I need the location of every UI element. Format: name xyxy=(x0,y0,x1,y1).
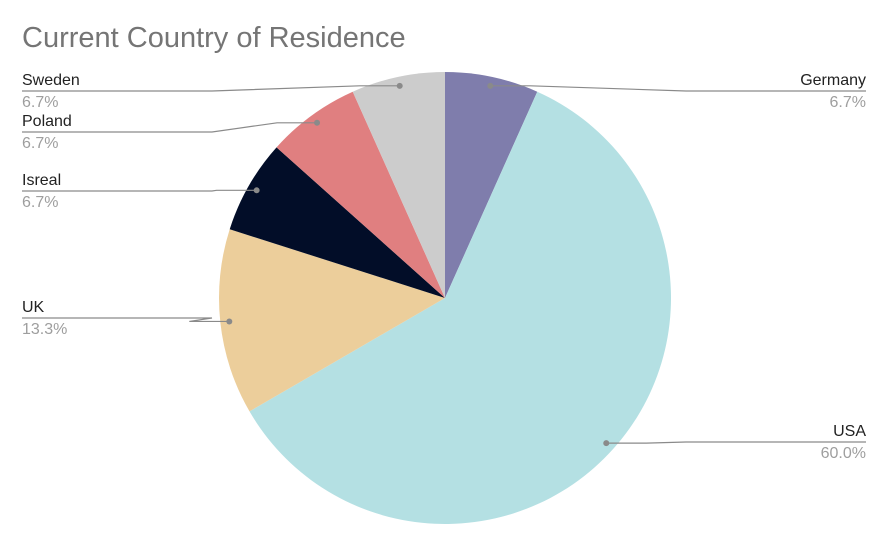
leader-line-poland xyxy=(22,122,318,133)
leader-line-usa xyxy=(606,441,866,444)
leader-dot-sweden xyxy=(396,82,403,89)
pie-labels: Germany 6.7% USA 60.0% UK 13.3% Isreal 6.7% Pola… xyxy=(22,72,866,462)
slice-value-germany: 6.7% xyxy=(830,94,866,111)
pie-slice-uk xyxy=(218,229,445,412)
chart-title: Current Country of Residence xyxy=(22,22,406,54)
slice-label-poland: Poland xyxy=(22,113,72,130)
pie-slice-usa xyxy=(249,91,672,524)
pie-slice-germany xyxy=(445,72,538,298)
pie-slice-sweden xyxy=(352,72,445,298)
pie-slice-poland xyxy=(276,91,445,298)
pie-slice-isreal xyxy=(229,147,445,298)
leader-dot-poland xyxy=(314,119,321,126)
leader-dot-isreal xyxy=(253,187,260,194)
slice-label-germany: Germany xyxy=(800,72,866,89)
slice-value-usa: 60.0% xyxy=(821,445,866,462)
leader-line-germany xyxy=(490,85,866,92)
leader-line-sweden xyxy=(22,85,400,92)
leader-dot-usa xyxy=(603,440,610,447)
slice-value-isreal: 6.7% xyxy=(22,194,58,211)
leader-line-isreal xyxy=(22,189,257,192)
slice-value-uk: 13.3% xyxy=(22,321,67,338)
slice-label-isreal: Isreal xyxy=(22,172,61,189)
slice-value-sweden: 6.7% xyxy=(22,94,58,111)
leader-line-uk xyxy=(22,317,230,323)
slice-label-sweden: Sweden xyxy=(22,72,80,89)
slice-value-poland: 6.7% xyxy=(22,135,58,152)
pie-slices xyxy=(218,72,672,524)
slice-label-uk: UK xyxy=(22,299,45,316)
leader-dot-uk xyxy=(226,318,233,325)
leader-dot-germany xyxy=(487,82,494,89)
slice-label-usa: USA xyxy=(833,423,866,440)
